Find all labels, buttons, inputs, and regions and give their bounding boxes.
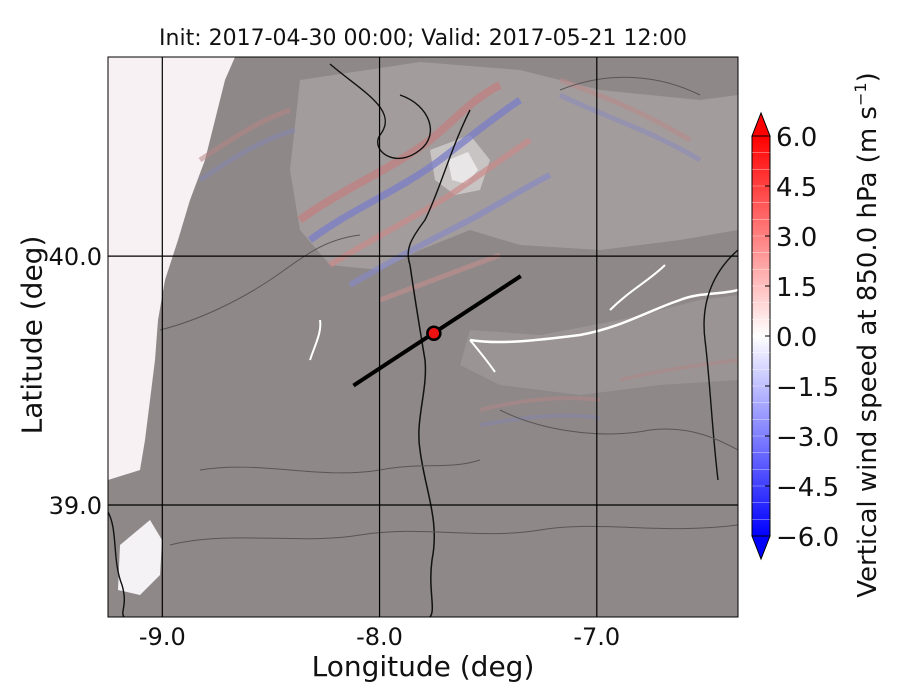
x-tick-labels: -9.0 -8.0 -7.0 xyxy=(139,623,620,651)
y-tick-label: 39.0 xyxy=(49,492,102,520)
colorbar-tick-label: 4.5 xyxy=(776,173,817,203)
colorbar-tick-label: −1.5 xyxy=(776,373,839,403)
terrain-contour xyxy=(159,234,361,331)
terrain-contour xyxy=(499,409,738,451)
colorbar-tick-label: 1.5 xyxy=(776,273,817,303)
y-tick-label: 40.0 xyxy=(49,243,102,271)
x-tick-label: -7.0 xyxy=(573,623,620,651)
terrain-contour xyxy=(409,264,436,617)
x-tick-label: -9.0 xyxy=(139,623,186,651)
ocean-area-south xyxy=(118,520,162,595)
colorbar-tick-label: 0.0 xyxy=(776,323,817,353)
colorbar-label-end: ) xyxy=(852,72,883,83)
updraft-band xyxy=(379,252,501,303)
river xyxy=(469,339,496,373)
updraft-band xyxy=(619,358,738,382)
colorbar-label-text: Vertical wind speed at 850.0 hPa (m s xyxy=(852,106,883,598)
y-axis-label: Latitude (deg) xyxy=(15,235,49,435)
river xyxy=(609,264,666,311)
downdraft-band xyxy=(307,97,522,243)
updraft-band xyxy=(198,107,291,163)
terrain-contour xyxy=(703,249,738,481)
y-tick-labels: 39.0 40.0 xyxy=(49,243,102,520)
downdraft-band xyxy=(558,92,702,163)
terrain-contour xyxy=(329,63,431,160)
map-panel xyxy=(108,57,738,617)
updraft-band xyxy=(479,396,601,412)
grid-lines xyxy=(108,57,738,617)
colorbar-label-exponent: −1 xyxy=(851,82,871,107)
colorbar: 6.0 4.5 3.0 1.5 0.0 −1.5 −3.0 −4.5 −6.0 xyxy=(751,111,839,561)
colorbar-tick-label: 6.0 xyxy=(776,123,817,153)
valley-area xyxy=(460,295,738,395)
terrain-contour xyxy=(407,109,471,266)
colorbar-tick-label: −6.0 xyxy=(776,523,839,553)
downdraft-band xyxy=(348,172,552,288)
highland-area xyxy=(290,62,738,270)
terrain-contour xyxy=(559,76,701,96)
terrain-contour xyxy=(169,524,738,546)
colorbar-label: Vertical wind speed at 850.0 hPa (m s−1) xyxy=(851,72,883,597)
map-frame xyxy=(107,56,739,618)
location-marker xyxy=(426,325,442,342)
river xyxy=(469,288,738,344)
downdraft-band xyxy=(479,413,601,427)
updraft-band xyxy=(297,81,502,224)
colorbar-tick-label: −4.5 xyxy=(776,473,839,503)
colorbar-extend-max xyxy=(751,111,771,137)
chart-title: Init: 2017-04-30 00:00; Valid: 2017-05-2… xyxy=(159,26,687,51)
colorbar-tick-labels: 6.0 4.5 3.0 1.5 0.0 −1.5 −3.0 −4.5 −6.0 xyxy=(765,123,839,553)
river xyxy=(309,319,322,361)
mountain-peak-core xyxy=(448,152,478,184)
colorbar-tick-label: 3.0 xyxy=(776,223,817,253)
downdraft-band xyxy=(198,127,296,183)
terrain-contour xyxy=(108,511,125,617)
ocean-area xyxy=(108,57,235,480)
colorbar-tick-label: −3.0 xyxy=(776,423,839,453)
colorbar-extend-min xyxy=(751,535,771,561)
terrain-contour xyxy=(199,459,481,474)
updraft-band xyxy=(328,137,532,268)
x-axis-label: Longitude (deg) xyxy=(311,650,535,683)
x-tick-label: -8.0 xyxy=(356,623,403,651)
